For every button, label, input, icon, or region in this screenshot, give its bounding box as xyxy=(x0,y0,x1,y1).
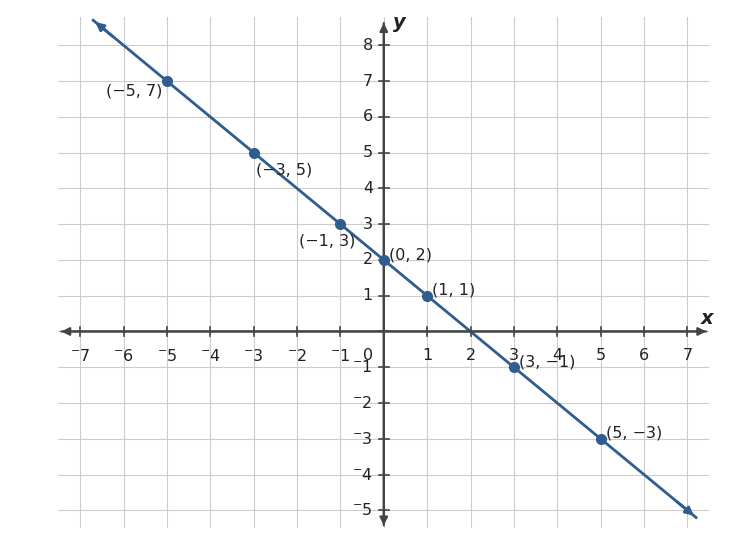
Point xyxy=(508,363,520,371)
Text: 6: 6 xyxy=(639,348,649,363)
Text: 2: 2 xyxy=(466,348,476,363)
Text: $^{-}$6: $^{-}$6 xyxy=(113,348,134,364)
Text: x: x xyxy=(700,310,713,329)
Text: $^{-}$1: $^{-}$1 xyxy=(352,359,373,375)
Text: 2: 2 xyxy=(363,252,373,267)
Text: $^{-}$2: $^{-}$2 xyxy=(287,348,307,364)
Text: (5, −3): (5, −3) xyxy=(606,426,662,441)
Text: 3: 3 xyxy=(363,217,373,232)
Text: 4: 4 xyxy=(552,348,562,363)
Text: $^{-}$5: $^{-}$5 xyxy=(156,348,178,364)
Point xyxy=(161,77,173,86)
Point xyxy=(378,255,390,264)
Point xyxy=(248,148,260,157)
Text: 8: 8 xyxy=(363,38,373,53)
Text: 5: 5 xyxy=(363,145,373,160)
Text: $^{-}$2: $^{-}$2 xyxy=(352,395,373,411)
Text: 7: 7 xyxy=(363,73,373,88)
Text: 6: 6 xyxy=(363,110,373,125)
Text: y: y xyxy=(393,13,405,32)
Text: (0, 2): (0, 2) xyxy=(389,247,432,262)
Text: 5: 5 xyxy=(596,348,606,363)
Text: 3: 3 xyxy=(509,348,519,363)
Text: (−3, 5): (−3, 5) xyxy=(256,162,312,177)
Text: 4: 4 xyxy=(363,181,373,196)
Text: 7: 7 xyxy=(682,348,692,363)
Text: 1: 1 xyxy=(363,288,373,303)
Text: (−5, 7): (−5, 7) xyxy=(106,83,162,98)
Text: $^{-}$7: $^{-}$7 xyxy=(69,348,91,364)
Point xyxy=(335,220,346,229)
Point xyxy=(421,291,433,300)
Text: $^{-}$4: $^{-}$4 xyxy=(352,466,373,483)
Text: $^{-}$4: $^{-}$4 xyxy=(200,348,221,364)
Text: (3, −1): (3, −1) xyxy=(519,354,575,369)
Text: $^{-}$3: $^{-}$3 xyxy=(352,431,373,447)
Text: (−1, 3): (−1, 3) xyxy=(299,234,355,249)
Text: $^{-}$3: $^{-}$3 xyxy=(243,348,264,364)
Text: 0: 0 xyxy=(363,348,373,363)
Text: $^{-}$1: $^{-}$1 xyxy=(330,348,351,364)
Point xyxy=(595,434,607,443)
Text: (1, 1): (1, 1) xyxy=(432,283,476,298)
Text: $^{-}$5: $^{-}$5 xyxy=(352,502,373,518)
Text: 1: 1 xyxy=(422,348,432,363)
